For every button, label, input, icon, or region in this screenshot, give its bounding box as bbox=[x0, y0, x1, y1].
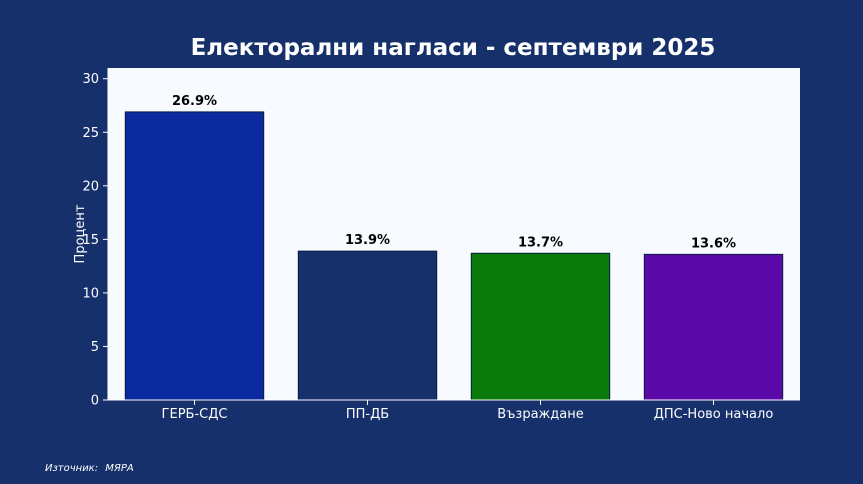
x-tick-label: ДПС-Ново начало bbox=[654, 407, 774, 422]
y-tick-label: 30 bbox=[82, 72, 99, 87]
bar-3 bbox=[470, 252, 611, 401]
x-tick-label: Възраждане bbox=[497, 407, 583, 422]
bar-4 bbox=[643, 253, 784, 401]
data-labels-group: 26.9% 13.9% 13.7% 13.6% bbox=[172, 94, 736, 251]
chart-title: Електорални нагласи - септември 2025 bbox=[191, 35, 716, 61]
bar-2 bbox=[297, 250, 438, 401]
bars-group bbox=[124, 111, 784, 401]
data-label: 26.9% bbox=[172, 94, 217, 109]
data-label: 13.9% bbox=[345, 233, 390, 248]
x-axis: ГЕРБ-СДС ПП-ДБ Възраждане ДПС-Ново начало bbox=[108, 399, 800, 422]
x-tick-label: ПП-ДБ bbox=[346, 407, 389, 422]
y-tick-label: 15 bbox=[82, 233, 99, 248]
y-axis: 0 5 10 15 20 25 30 bbox=[82, 68, 109, 409]
data-label: 13.7% bbox=[518, 235, 563, 250]
y-tick-label: 10 bbox=[82, 286, 99, 301]
x-tick-label: ГЕРБ-СДС bbox=[162, 407, 228, 422]
source-label: Източник: bbox=[45, 463, 98, 474]
source-note: Източник: МЯРА bbox=[45, 463, 134, 474]
y-tick-label: 20 bbox=[82, 179, 99, 194]
bar-1 bbox=[124, 111, 265, 401]
source-name: МЯРА bbox=[105, 463, 134, 474]
y-tick-label: 25 bbox=[82, 126, 99, 141]
data-label: 13.6% bbox=[691, 236, 736, 251]
y-axis-label: Процент bbox=[73, 204, 88, 263]
y-tick-label: 5 bbox=[91, 340, 99, 355]
y-tick-label: 0 bbox=[91, 394, 99, 409]
